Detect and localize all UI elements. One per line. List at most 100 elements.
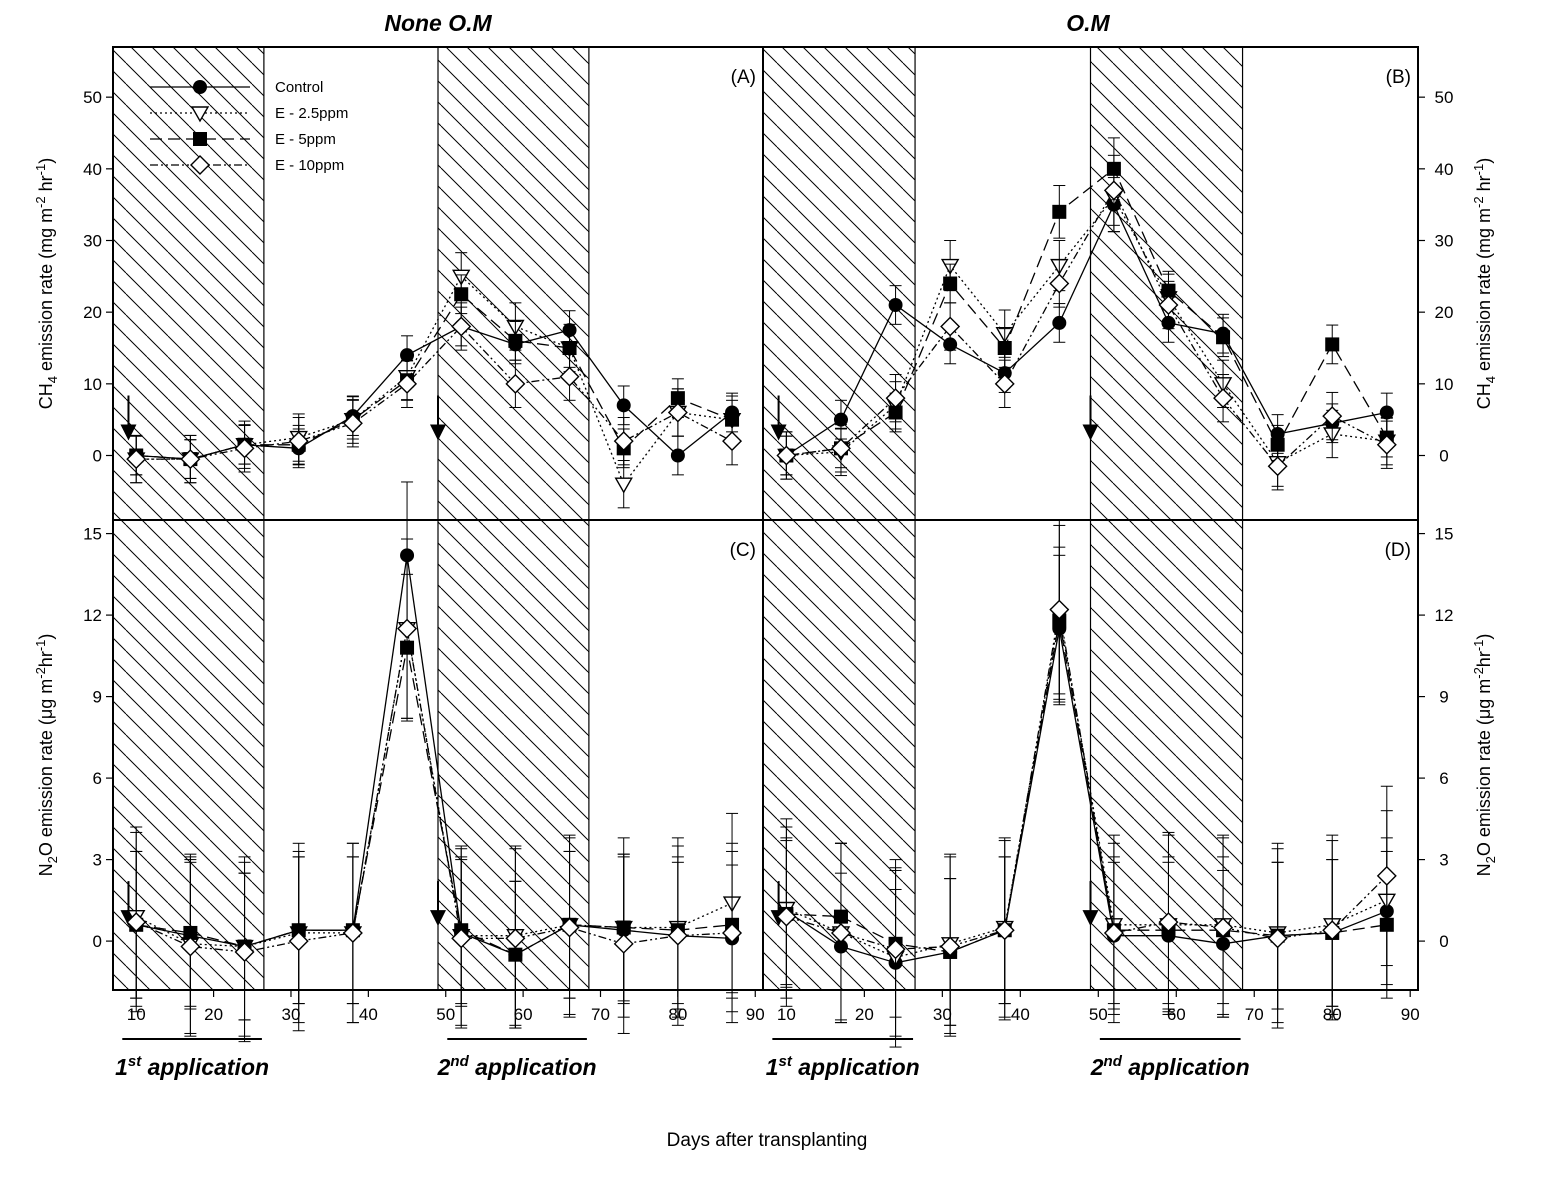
legend-label: Control (275, 79, 323, 96)
y-tick-label: 50 (1435, 88, 1454, 107)
data-point (1267, 928, 1288, 949)
data-point (451, 928, 472, 949)
application-label: 2nd application (437, 1053, 597, 1080)
y-tick-label: 3 (1439, 851, 1448, 870)
data-point (454, 287, 469, 302)
y-tick-label: 0 (1439, 932, 1448, 951)
data-point (1049, 599, 1070, 620)
data-point (234, 941, 255, 962)
shaded-period-1-1 (1089, 46, 1244, 521)
data-point (994, 373, 1015, 394)
panel-label: (B) (1386, 67, 1411, 88)
data-point (830, 922, 851, 943)
data-point (126, 449, 147, 470)
legend-marker (193, 80, 207, 94)
data-point (505, 928, 526, 949)
data-point (342, 413, 363, 434)
data-point (1049, 273, 1070, 294)
x-tick-label: 30 (933, 1005, 952, 1024)
series-line (786, 196, 1387, 464)
data-point (888, 298, 903, 312)
panel-label: (D) (1385, 540, 1411, 561)
legend-label: E - 10ppm (275, 157, 344, 174)
application-arrow-head (770, 424, 787, 441)
data-point (614, 477, 633, 494)
column-title-om: O.M (1066, 10, 1110, 36)
data-point (994, 920, 1015, 941)
data-point (397, 618, 418, 639)
panel-frames (112, 46, 1419, 991)
series-3 (126, 538, 743, 1043)
application-arrow-head (120, 424, 137, 441)
x-tick-label: 20 (204, 1005, 223, 1024)
application-label: 2nd application (1090, 1053, 1250, 1080)
y-tick-label: 40 (83, 160, 102, 179)
y-tick-label: 9 (1439, 688, 1448, 707)
data-point (180, 936, 201, 957)
legend-marker (190, 106, 210, 123)
data-point (1213, 917, 1234, 938)
y-tick-label: 0 (1439, 447, 1448, 466)
series-3 (776, 519, 1397, 1040)
y-axis-title: N2O emission rate (μg m-2hr-1) (1471, 634, 1498, 877)
y-tick-label: 20 (83, 303, 102, 322)
data-point (997, 341, 1012, 355)
series-line (135, 628, 733, 948)
y-tick-label: 10 (1435, 375, 1454, 394)
application-arrow-head (430, 424, 446, 441)
y-tick-label: 12 (83, 606, 102, 625)
data-point (1376, 434, 1397, 455)
data-point (1322, 920, 1343, 941)
x-tick-label: 50 (436, 1005, 455, 1024)
y-axis-title: CH4 emission rate (mg m-2 hr-1) (33, 158, 60, 409)
data-point (559, 366, 580, 387)
labels: None O.M O.M Days after transplanting (A… (33, 10, 1498, 1151)
y-axis-title: N2O emission rate (μg m-2hr-1) (33, 634, 60, 877)
data-point (1322, 406, 1343, 427)
y-tick-label: 10 (83, 375, 102, 394)
x-axis-label: Days after transplanting (667, 1130, 868, 1151)
data-point (562, 341, 577, 355)
series-line (786, 620, 1387, 953)
legend-label: E - 5ppm (275, 131, 336, 148)
application-arrow-head (430, 910, 446, 927)
shaded-period-0-1 (437, 46, 590, 521)
series-line (786, 609, 1388, 950)
data-point (1216, 330, 1231, 345)
data-point (397, 373, 418, 394)
data-point (288, 931, 309, 952)
data-point (1376, 865, 1397, 886)
data-point (833, 412, 848, 427)
shaded-period-2-1 (437, 519, 590, 991)
application-arrow-head (1082, 424, 1099, 441)
data-point (940, 316, 961, 337)
x-tick-label: 40 (1011, 1005, 1030, 1024)
shaded-periods (112, 46, 1244, 991)
y-tick-label: 30 (1435, 232, 1454, 251)
data-point (1158, 295, 1179, 315)
data-point (613, 431, 634, 452)
y-tick-label: 9 (93, 688, 102, 707)
y-tick-label: 50 (83, 88, 102, 107)
data-point (288, 431, 309, 452)
legend-marker (193, 132, 207, 146)
x-tick-label: 50 (1089, 1005, 1108, 1024)
x-tick-label: 30 (282, 1005, 301, 1024)
x-tick-label: 70 (1245, 1005, 1264, 1024)
x-tick-label: 20 (855, 1005, 874, 1024)
data-point (342, 922, 363, 943)
data-point (885, 939, 906, 960)
series-line (136, 325, 733, 460)
x-tick-label: 60 (1167, 1005, 1186, 1024)
column-title-none-om: None O.M (384, 10, 492, 36)
data-point (670, 448, 685, 463)
x-tick-label: 40 (359, 1005, 378, 1024)
x-tick-label: 10 (777, 1005, 796, 1024)
data-point (1103, 922, 1124, 943)
data-point (776, 906, 797, 927)
x-tick-label: 60 (514, 1005, 533, 1024)
y-tick-label: 15 (83, 525, 102, 544)
y-tick-label: 30 (83, 232, 102, 251)
y-axis-title: CH4 emission rate (mg m-2 hr-1) (1471, 158, 1498, 409)
